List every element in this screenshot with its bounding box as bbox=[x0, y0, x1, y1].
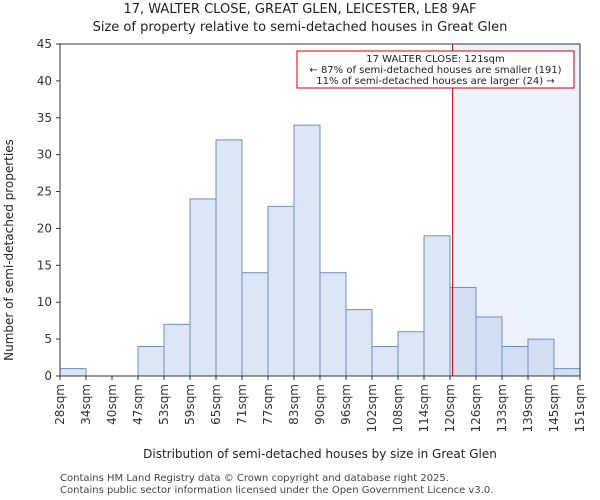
y-tick-label: 5 bbox=[44, 332, 52, 346]
x-tick-label: 145sqm bbox=[547, 384, 561, 432]
y-axis-label: Number of semi-detached properties bbox=[2, 139, 16, 361]
histogram-bar bbox=[267, 205, 295, 377]
x-tick-label: 65sqm bbox=[209, 384, 223, 425]
x-tick-label: 34sqm bbox=[79, 384, 93, 425]
y-tick-label: 0 bbox=[44, 369, 52, 383]
footer-copyright: Contains HM Land Registry data © Crown c… bbox=[60, 473, 449, 484]
y-tick-label: 45 bbox=[37, 37, 52, 51]
annotation-title: 17 WALTER CLOSE: 121sqm bbox=[366, 54, 505, 65]
histogram-bar bbox=[449, 286, 477, 377]
x-tick-label: 28sqm bbox=[53, 384, 67, 425]
histogram-bar bbox=[241, 272, 269, 377]
chart-subtitle: Size of property relative to semi-detach… bbox=[92, 20, 508, 35]
x-tick-label: 151sqm bbox=[573, 384, 587, 432]
histogram-bar bbox=[475, 316, 503, 377]
histogram-bar bbox=[163, 323, 191, 377]
histogram-bar bbox=[553, 368, 581, 377]
x-tick-label: 108sqm bbox=[391, 384, 405, 432]
histogram-bar bbox=[397, 331, 425, 377]
histogram-bar bbox=[423, 235, 451, 377]
histogram-bar bbox=[527, 338, 555, 377]
histogram-bar bbox=[319, 272, 347, 377]
x-tick-label: 139sqm bbox=[521, 384, 535, 432]
x-tick-label: 96sqm bbox=[339, 384, 353, 425]
histogram-bar bbox=[189, 198, 217, 377]
x-tick-label: 71sqm bbox=[235, 384, 249, 425]
histogram-bar bbox=[293, 124, 321, 377]
x-tick-label: 102sqm bbox=[365, 384, 379, 432]
chart-title: 17, WALTER CLOSE, GREAT GLEN, LEICESTER,… bbox=[123, 2, 477, 17]
y-tick-label: 15 bbox=[37, 258, 52, 272]
x-tick-label: 114sqm bbox=[417, 384, 431, 432]
annotation-box bbox=[296, 50, 575, 89]
x-tick-label: 53sqm bbox=[157, 384, 171, 425]
y-tick-label: 35 bbox=[37, 111, 52, 125]
annotation-larger: 11% of semi-detached houses are larger (… bbox=[316, 76, 554, 87]
x-tick-label: 47sqm bbox=[131, 384, 145, 425]
x-axis-label: Distribution of semi-detached houses by … bbox=[143, 447, 497, 461]
histogram-bar bbox=[345, 309, 373, 377]
x-tick-label: 120sqm bbox=[443, 384, 457, 432]
y-tick-label: 40 bbox=[37, 74, 52, 88]
y-tick-label: 30 bbox=[37, 148, 52, 162]
y-tick-label: 20 bbox=[37, 221, 52, 235]
x-tick-label: 83sqm bbox=[287, 384, 301, 425]
histogram-bar bbox=[501, 345, 529, 377]
x-tick-label: 59sqm bbox=[183, 384, 197, 425]
y-tick-label: 25 bbox=[37, 185, 52, 199]
x-tick-label: 133sqm bbox=[495, 384, 509, 432]
x-tick-label: 126sqm bbox=[469, 384, 483, 432]
x-tick-label: 77sqm bbox=[261, 384, 275, 425]
histogram-chart: 0 5 10 15 20 25 30 35 40 45 28sqm 34sqm 40sqm 47sqm 53… bbox=[2, 37, 587, 461]
footer-licence: Contains public sector information licen… bbox=[60, 485, 494, 496]
x-tick-label: 40sqm bbox=[105, 384, 119, 425]
annotation-smaller: ← 87% of semi-detached houses are smalle… bbox=[309, 65, 561, 76]
histogram-bar bbox=[137, 345, 165, 377]
x-tick-label: 90sqm bbox=[313, 384, 327, 425]
histogram-bar bbox=[371, 345, 399, 377]
y-tick-label: 10 bbox=[37, 295, 52, 309]
histogram-bar bbox=[59, 368, 87, 377]
histogram-bar bbox=[215, 139, 243, 377]
